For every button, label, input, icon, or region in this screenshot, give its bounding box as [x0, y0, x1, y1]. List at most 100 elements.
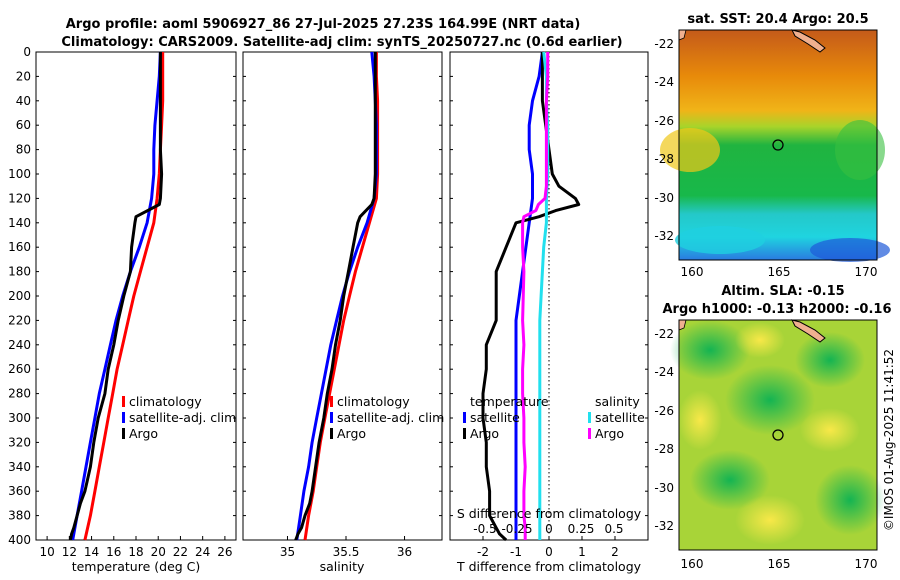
map-ytick: -24	[654, 365, 674, 379]
map-ytick: -32	[654, 229, 674, 243]
figure-title-line2: Climatology: CARS2009. Satellite-adj cli…	[61, 35, 622, 50]
series-line-argo	[68, 52, 164, 541]
s-tick: 0	[545, 522, 553, 536]
sla-map: -22 -24 -26 -28 -30 -32 160 165 170	[654, 319, 885, 571]
legend-swatch-climatology	[122, 396, 125, 407]
sla-map-title: Altim. SLA: -0.15	[721, 284, 844, 299]
sla-patch	[735, 495, 805, 545]
map-ytick: -30	[654, 191, 674, 205]
x-tick-label: 2	[611, 545, 619, 559]
legend-label: climatology	[129, 394, 202, 409]
series-line-t-satellite	[514, 51, 544, 540]
legend-label: Argo	[337, 426, 366, 441]
legend-label: satellite-adj. clim	[337, 410, 444, 425]
legend-swatch-satellite	[330, 412, 333, 423]
map-ytick: -24	[654, 75, 674, 89]
difference-xlabel: T difference from climatology	[456, 559, 642, 574]
map-xtick: 170	[855, 265, 878, 279]
legend-swatch-argo	[122, 428, 125, 439]
temperature-plot: 10 12 14 16 18 20 22 24 26	[36, 51, 236, 559]
legend-swatch-argo	[330, 428, 333, 439]
sst-map-frame	[678, 29, 878, 261]
map-ytick: -26	[654, 404, 674, 418]
sst-map-title: sat. SST: 20.4 Argo: 20.5	[687, 12, 868, 27]
map-ytick: -30	[654, 481, 674, 495]
sla-patch	[725, 365, 815, 435]
legend-label: satellite-adj. clim	[129, 410, 236, 425]
depth-tick-label: 320	[8, 435, 31, 449]
legend-swatch-s-satellite	[588, 412, 591, 423]
x-tick-label: 18	[128, 545, 143, 559]
map-xtick: 160	[681, 265, 704, 279]
sst-patch	[835, 120, 885, 180]
s-tick: 0.25	[568, 522, 595, 536]
map-ytick: -22	[654, 37, 674, 51]
legend-label: satellite	[595, 410, 645, 425]
new-caledonia-landmass	[791, 29, 826, 53]
s-tick: 0.5	[604, 522, 623, 536]
legend-label: Argo	[595, 426, 624, 441]
map-ytick: -22	[654, 327, 674, 341]
argo-position-marker	[772, 429, 784, 441]
sla-patch	[795, 332, 865, 388]
series-line-argo	[294, 52, 377, 541]
legend-label: climatology	[337, 394, 410, 409]
legend-swatch-t-argo	[463, 428, 466, 439]
map-xtick: 165	[768, 557, 791, 571]
sst-patch	[660, 128, 720, 172]
sst-map: -22 -24 -26 -28 -30 -32 160 165 170	[654, 29, 890, 279]
map-xtick: 160	[681, 557, 704, 571]
series-line-s-argo	[521, 52, 550, 540]
temperature-xlabel: temperature (deg C)	[72, 559, 201, 574]
depth-tick-label: 180	[8, 265, 31, 279]
x-tick-label: 14	[84, 545, 99, 559]
depth-tick-label: 100	[8, 167, 31, 181]
legend-label: Argo	[470, 426, 499, 441]
sla-map-frame	[678, 319, 878, 551]
series-line-t-argo	[481, 52, 581, 542]
map-ytick: -28	[654, 442, 674, 456]
depth-tick-label: 60	[16, 118, 31, 132]
new-caledonia-landmass	[791, 319, 826, 343]
map-xtick: 170	[855, 557, 878, 571]
s-difference-label: S difference from climatology	[457, 506, 642, 521]
s-tick: -0.5	[473, 522, 496, 536]
x-tick-label: -1	[510, 545, 522, 559]
map-xtick: 165	[768, 265, 791, 279]
depth-tick-label: 200	[8, 289, 31, 303]
sla-patch	[735, 322, 785, 358]
depth-tick-label: 220	[8, 313, 31, 327]
sla-patch	[690, 450, 770, 510]
legend-label: satellite	[470, 410, 520, 425]
x-tick-label: -2	[477, 545, 489, 559]
depth-tick-label: 240	[8, 338, 31, 352]
temperature-legend: climatology satellite-adj. clim Argo	[122, 394, 236, 441]
salinity-plot: 35 35.5 36	[243, 51, 442, 559]
legend-swatch-climatology	[330, 396, 333, 407]
sla-patch	[678, 390, 722, 450]
map-ytick: -32	[654, 519, 674, 533]
map-ytick: -26	[654, 114, 674, 128]
x-tick-label: 24	[195, 545, 210, 559]
depth-tick-label: 160	[8, 240, 31, 254]
x-tick-label: 35	[280, 545, 295, 559]
x-tick-label: 20	[151, 545, 166, 559]
depth-tick-label: 340	[8, 460, 31, 474]
sst-patch	[675, 226, 765, 254]
sst-patch	[810, 238, 890, 262]
s-tick: -0.25	[501, 522, 532, 536]
depth-tick-label: 0	[23, 45, 31, 59]
sla-patch	[670, 320, 750, 380]
legend-swatch-s-argo	[588, 428, 591, 439]
depth-tick-label: 20	[16, 69, 31, 83]
depth-tick-label: 360	[8, 484, 31, 498]
depth-tick-label: 140	[8, 216, 31, 230]
x-tick-label: 1	[578, 545, 586, 559]
sla-map-subtitle: Argo h1000: -0.13 h2000: -0.16	[662, 302, 891, 317]
x-tick-label: 16	[106, 545, 121, 559]
depth-tick-label: 400	[8, 533, 31, 547]
depth-tick-label: 120	[8, 191, 31, 205]
depth-tick-label: 260	[8, 362, 31, 376]
temperature-panel	[35, 51, 237, 541]
